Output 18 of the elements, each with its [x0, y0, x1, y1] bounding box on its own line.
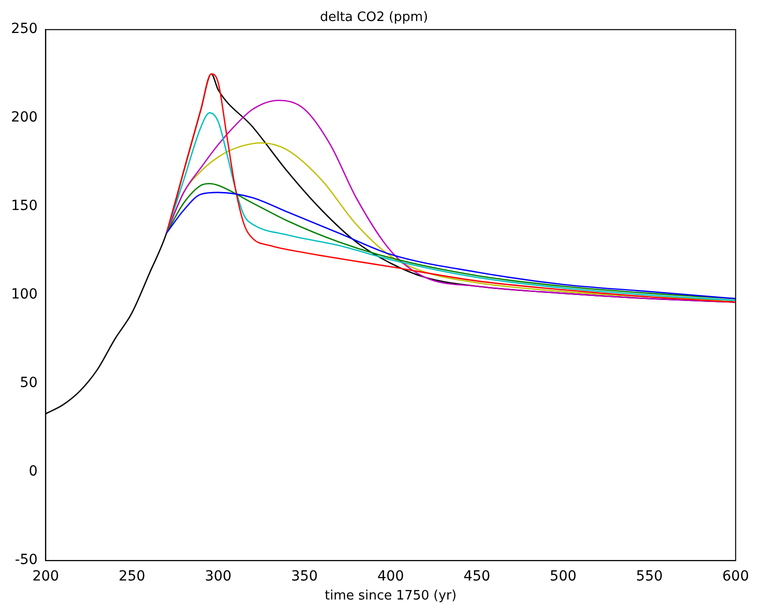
x-tick-label: 550: [636, 568, 663, 585]
y-tick-label: 50: [20, 375, 38, 392]
x-tick-label: 300: [204, 568, 232, 585]
y-tick-label: -50: [14, 552, 38, 568]
x-tick-label: 450: [464, 568, 490, 585]
y-tick-label: 200: [10, 110, 38, 126]
y-tick-label: 0: [28, 464, 38, 480]
y-tick-label: 150: [10, 198, 38, 214]
x-tick-label: 200: [32, 568, 60, 585]
x-axis-title: time since 1750 (yr): [324, 588, 457, 604]
x-tick-label: 500: [550, 568, 577, 585]
y-tick-label: 100: [10, 286, 38, 303]
x-tick-label: 400: [377, 568, 404, 585]
x-tick-label: 600: [722, 568, 750, 585]
y-tick-label: 250: [10, 21, 38, 38]
x-tick-label: 350: [291, 568, 318, 585]
x-tick-label: 250: [118, 568, 146, 585]
chart-title: delta CO2 (ppm): [320, 10, 428, 26]
